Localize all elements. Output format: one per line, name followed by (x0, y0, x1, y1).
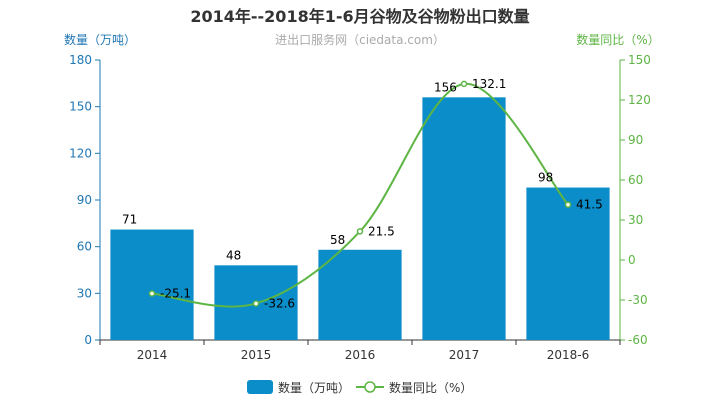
y2-axis-title: 数量同比（%） (576, 32, 659, 47)
bar (318, 249, 402, 340)
series-line (151, 82, 569, 308)
y-tick-label: 120 (69, 146, 92, 160)
legend-label: 数量（万吨） (278, 380, 350, 395)
line-data-label: -32.6 (264, 296, 295, 310)
y2-tick-label: -60 (628, 333, 648, 347)
bar-data-label: 156 (434, 80, 457, 94)
bar-data-label: 98 (538, 171, 553, 185)
bar-swatch-icon (247, 380, 273, 394)
chart-title: 2014年--2018年1-6月谷物及谷物粉出口数量 (190, 7, 529, 26)
y-axis-title: 数量（万吨） (64, 32, 136, 47)
line-marker-icon (364, 381, 376, 393)
y2-tick-label: -30 (628, 293, 648, 307)
line-point (564, 201, 572, 208)
legend[interactable]: 数量（万吨） 数量同比（%） (247, 380, 472, 395)
y2-tick-label: 150 (628, 53, 651, 67)
y-tick-label: 150 (69, 100, 92, 114)
y-tick-label: 180 (69, 53, 92, 67)
line-data-label: 41.5 (576, 198, 603, 212)
bar (422, 97, 506, 340)
line-data-label: 21.5 (368, 224, 395, 238)
y2-tick-label: 60 (628, 173, 643, 187)
legend-label: 数量同比（%） (389, 380, 472, 395)
x-tick-label: 2017 (449, 348, 480, 362)
line-point (252, 300, 260, 307)
y-tick-label: 0 (84, 333, 92, 347)
y2-tick-label: 90 (628, 133, 643, 147)
y2-tick-label: 0 (628, 253, 636, 267)
chart-subtitle: 进出口服务网（ciedata.com） (275, 32, 445, 47)
x-tick-label: 2014 (137, 348, 168, 362)
line-point (356, 228, 364, 235)
line-data-label: -25.1 (160, 286, 191, 300)
y-tick-label: 30 (77, 286, 92, 300)
line-point (148, 290, 156, 297)
bar-data-label: 48 (226, 248, 241, 262)
x-tick-label: 2015 (241, 348, 272, 362)
y2-tick-label: 30 (628, 213, 643, 227)
y-tick-label: 90 (77, 193, 92, 207)
bar (526, 187, 610, 340)
bar-data-label: 71 (122, 213, 137, 227)
bar-data-label: 58 (330, 233, 345, 247)
line-point (460, 80, 468, 88)
y2-tick-label: 120 (628, 93, 651, 107)
plot-area: 0 30 60 90 120 150 180 -60 -30 0 30 60 90 120 150 2014 2… (69, 53, 651, 362)
bar (110, 229, 194, 340)
x-tick-label: 2018-6 (547, 348, 590, 362)
y-tick-label: 60 (77, 240, 92, 254)
line-data-label: 132.1 (472, 77, 506, 91)
x-tick-label: 2016 (345, 348, 376, 362)
